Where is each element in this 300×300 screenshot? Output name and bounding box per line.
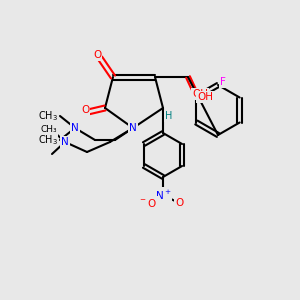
Text: O: O <box>175 198 183 208</box>
Text: H: H <box>165 111 173 121</box>
Text: OH: OH <box>192 89 208 99</box>
Text: N$^+$: N$^+$ <box>155 188 171 202</box>
Text: N: N <box>129 123 137 133</box>
Text: N: N <box>61 137 69 147</box>
Text: O: O <box>81 105 89 115</box>
Text: $^-$O: $^-$O <box>137 197 157 209</box>
Text: N: N <box>71 123 79 133</box>
Text: CH$_3$: CH$_3$ <box>38 109 58 123</box>
Text: CH₃: CH₃ <box>41 125 57 134</box>
Text: CH$_3$: CH$_3$ <box>38 133 58 147</box>
Text: F: F <box>220 77 226 87</box>
Text: OH: OH <box>197 92 213 102</box>
Text: O: O <box>93 50 101 60</box>
